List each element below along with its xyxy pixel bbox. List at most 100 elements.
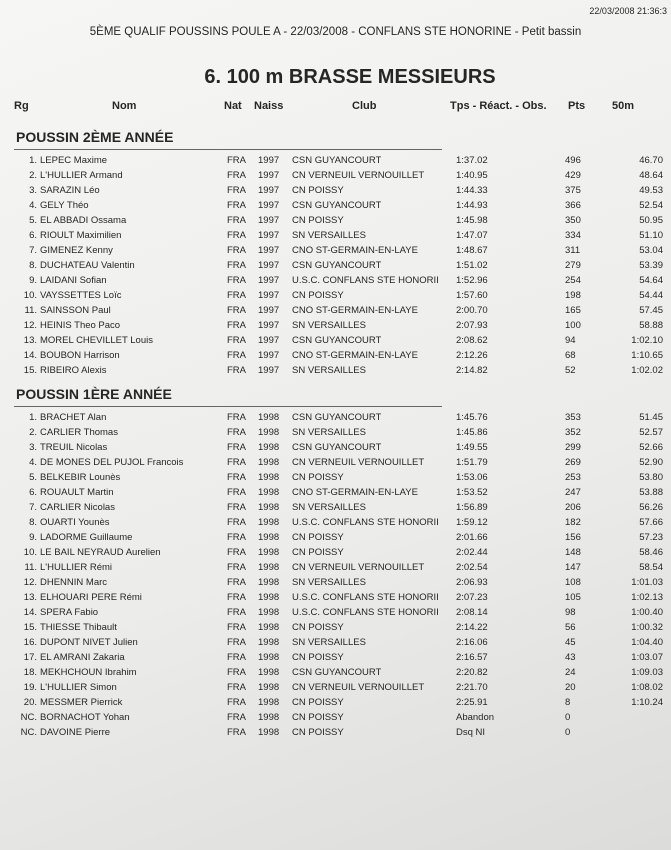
birth-year: 1997	[258, 200, 280, 211]
nationality: FRA	[227, 350, 246, 361]
birth-year: 1998	[258, 487, 280, 498]
birth-year: 1998	[258, 502, 280, 513]
time: 1:51.79	[456, 457, 488, 468]
points: 56	[565, 622, 576, 633]
time: 1:47.07	[456, 230, 488, 241]
split-50m: 53.88	[639, 487, 663, 498]
birth-year: 1998	[258, 562, 280, 573]
time: 2:06.93	[456, 577, 488, 588]
time: 2:02.44	[456, 547, 488, 558]
points: 299	[565, 442, 581, 453]
nationality: FRA	[227, 305, 246, 316]
points: 147	[565, 562, 581, 573]
birth-year: 1998	[258, 712, 280, 723]
rank: 15.	[23, 622, 37, 633]
column-header: Tps - Réact. - Obs.	[450, 100, 547, 112]
swimmer-name: LEPEC Maxime	[40, 155, 108, 166]
section-title: POUSSIN 2ÈME ANNÉE	[16, 129, 174, 145]
rank: 5.	[29, 472, 37, 483]
rank: 12.	[23, 320, 37, 331]
rank: 4.	[29, 200, 37, 211]
time: 1:44.93	[456, 200, 488, 211]
split-50m: 52.90	[639, 457, 663, 468]
section-rule	[14, 406, 442, 407]
rank: NC.	[20, 727, 37, 738]
rank: 7.	[29, 502, 37, 513]
birth-year: 1997	[258, 215, 280, 226]
swimmer-name: BORNACHOT Yohan	[40, 712, 130, 723]
rank: 8.	[29, 260, 37, 271]
split-50m: 53.80	[639, 472, 663, 483]
swimmer-name: DUPONT NIVET Julien	[40, 637, 138, 648]
rank: 7.	[29, 245, 37, 256]
time: 1:53.52	[456, 487, 488, 498]
nationality: FRA	[227, 185, 246, 196]
club: CN VERNEUIL VERNOUILLET	[292, 563, 425, 573]
birth-year: 1997	[258, 260, 280, 271]
points: 100	[565, 320, 581, 331]
birth-year: 1997	[258, 245, 280, 256]
time: 2:00.70	[456, 305, 488, 316]
nationality: FRA	[227, 502, 246, 513]
rank: 16.	[23, 637, 37, 648]
club: CSN GUYANCOURT	[292, 261, 382, 271]
club: CN VERNEUIL VERNOUILLET	[292, 458, 425, 468]
points: 311	[565, 245, 581, 256]
nationality: FRA	[227, 682, 246, 693]
swimmer-name: GELY Théo	[40, 200, 89, 211]
time: 1:37.02	[456, 155, 488, 166]
birth-year: 1998	[258, 697, 280, 708]
points: 375	[565, 185, 581, 196]
birth-year: 1997	[258, 320, 280, 331]
swimmer-name: ROUAULT Martin	[40, 487, 114, 498]
time: 1:44.33	[456, 185, 488, 196]
nationality: FRA	[227, 727, 246, 738]
time: 1:49.55	[456, 442, 488, 453]
rank: 9.	[29, 532, 37, 543]
split-50m: 57.23	[639, 532, 663, 543]
club: CSN GUYANCOURT	[292, 443, 382, 453]
swimmer-name: L'HULLIER Simon	[40, 682, 117, 693]
swimmer-name: TREUIL Nicolas	[40, 442, 108, 453]
column-header: Club	[352, 100, 377, 112]
time: 1:45.98	[456, 215, 488, 226]
split-50m: 1:09.03	[631, 667, 663, 678]
rank: 13.	[23, 335, 37, 346]
birth-year: 1997	[258, 155, 280, 166]
nationality: FRA	[227, 577, 246, 588]
time: 1:57.60	[456, 290, 488, 301]
points: 24	[565, 667, 576, 678]
rank: 11.	[24, 305, 37, 316]
split-50m: 49.53	[639, 185, 663, 196]
nationality: FRA	[227, 260, 246, 271]
time: 2:20.82	[456, 667, 488, 678]
nationality: FRA	[227, 547, 246, 558]
club: CN POISSY	[292, 291, 344, 301]
swimmer-name: MESSMER Pierrick	[40, 697, 123, 708]
column-header: Nat	[224, 100, 242, 112]
rank: 2.	[29, 427, 37, 438]
split-50m: 58.88	[639, 320, 663, 331]
birth-year: 1998	[258, 517, 280, 528]
birth-year: 1998	[258, 607, 280, 618]
points: 182	[565, 517, 581, 528]
column-header: Naiss	[254, 100, 284, 112]
birth-year: 1998	[258, 442, 280, 453]
time: Dsq NI	[456, 727, 486, 738]
nationality: FRA	[227, 592, 246, 603]
birth-year: 1998	[258, 427, 280, 438]
nationality: FRA	[227, 245, 246, 256]
birth-year: 1997	[258, 335, 280, 346]
club: CN VERNEUIL VERNOUILLET	[292, 171, 425, 181]
points: 247	[565, 487, 581, 498]
rank: 2.	[29, 170, 37, 181]
split-50m: 56.26	[639, 502, 663, 513]
rank: 12.	[23, 577, 37, 588]
club: SN VERSAILLES	[292, 638, 366, 648]
birth-year: 1998	[258, 457, 280, 468]
points: 20	[565, 682, 576, 693]
rank: 20.	[23, 697, 37, 708]
rank: 15.	[23, 365, 37, 376]
club: CN POISSY	[292, 548, 344, 558]
club: SN VERSAILLES	[292, 503, 366, 513]
